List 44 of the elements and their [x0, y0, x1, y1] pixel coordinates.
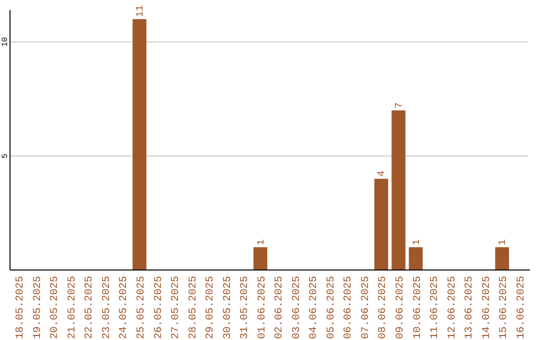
x-tick-label: 16.06.2025: [515, 276, 528, 340]
bar: [132, 19, 146, 270]
x-tick-label: 10.06.2025: [412, 276, 424, 340]
x-tick-label: 13.06.2025: [464, 276, 476, 340]
x-tick-label: 15.06.2025: [498, 276, 510, 340]
data-label: 11: [136, 5, 146, 18]
x-tick-label: 08.06.2025: [377, 276, 390, 340]
bar: [408, 247, 423, 270]
x-tick-label: 11.06.2025: [429, 276, 442, 340]
x-tick-label: 18.05.2025: [14, 276, 27, 340]
data-label: 7: [394, 102, 406, 108]
x-tick-label: 20.05.2025: [49, 276, 62, 340]
x-tick-label: 31.05.2025: [239, 276, 252, 340]
x-tick-label: 14.06.2025: [480, 276, 493, 340]
x-tick-label: 22.05.2025: [84, 276, 96, 340]
bar: [374, 178, 388, 270]
x-tick-label: 21.05.2025: [66, 276, 78, 340]
x-tick-label: 07.06.2025: [360, 276, 372, 340]
bar: [495, 247, 510, 270]
y-tick-label: 10: [1, 36, 10, 47]
x-tick-label: 28.05.2025: [187, 276, 200, 340]
x-tick-label: 03.06.2025: [290, 276, 303, 340]
x-tick-label: 05.06.2025: [325, 276, 338, 340]
bar: [253, 247, 268, 270]
x-tick-label: 06.06.2025: [342, 276, 355, 340]
x-tick-label: 27.05.2025: [170, 276, 182, 340]
x-tick-label: 09.06.2025: [394, 276, 406, 340]
y-tick-label: 5: [1, 153, 10, 158]
x-tick-label: 25.05.2025: [136, 276, 148, 340]
data-label: 1: [256, 239, 268, 246]
x-tick-label: 04.06.2025: [308, 276, 320, 340]
x-tick-label: 29.05.2025: [204, 276, 217, 340]
x-tick-label: 30.05.2025: [222, 276, 234, 340]
x-tick-label: 23.05.2025: [100, 276, 113, 340]
x-tick-label: 24.05.2025: [118, 276, 130, 340]
x-tick-label: 01.06.2025: [256, 276, 268, 340]
x-tick-label: 19.05.2025: [32, 276, 44, 340]
x-tick-label: 12.06.2025: [446, 276, 458, 340]
data-label: 1: [498, 239, 510, 246]
data-label: 1: [412, 239, 423, 246]
x-tick-label: 02.06.2025: [274, 276, 286, 340]
x-tick-label: 26.05.2025: [152, 276, 165, 340]
data-label: 4: [377, 170, 388, 177]
bar: [392, 110, 406, 270]
